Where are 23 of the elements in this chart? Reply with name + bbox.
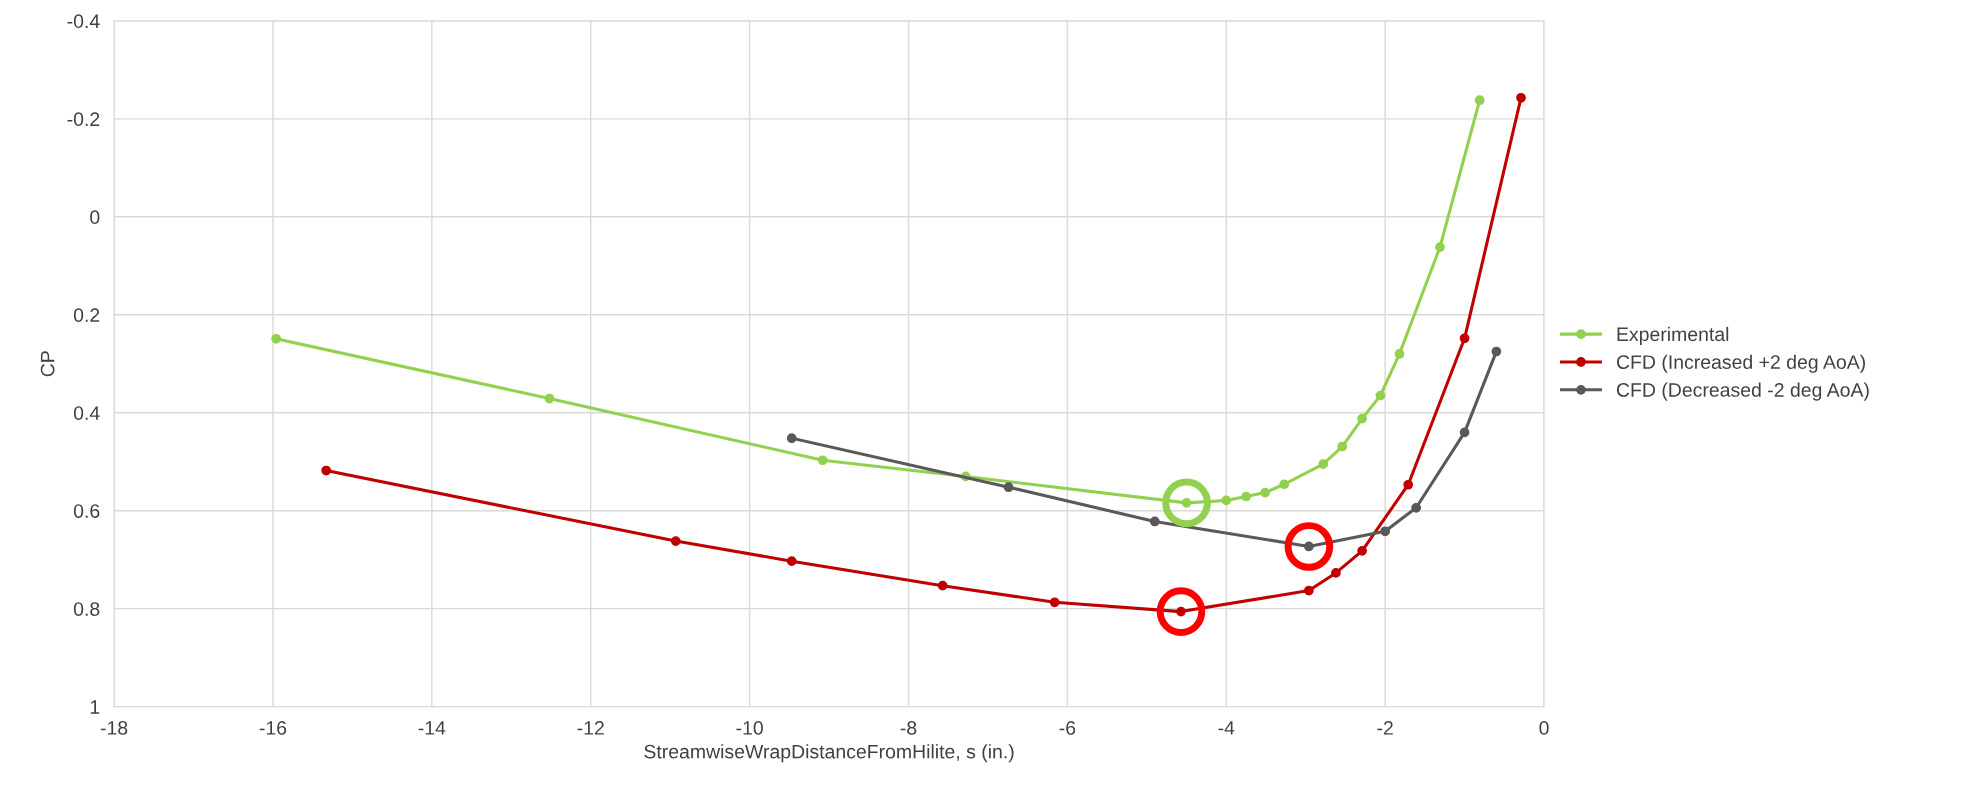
x-tick-label: -2 [1377, 721, 1393, 735]
x-tick-label: -6 [1059, 721, 1076, 735]
y-axis-title: CP [40, 351, 55, 377]
x-tick-label: 0 [1539, 721, 1549, 735]
y-tick-label: -0.4 [67, 14, 100, 29]
y-tick-label: 0 [90, 210, 100, 225]
x-tick-label: -4 [1218, 721, 1235, 735]
y-tick-label: 0.8 [73, 602, 100, 616]
x-axis-title: StreamwiseWrapDistanceFromHilite, s (in.) [644, 744, 1014, 763]
y-tick-label: 0.2 [73, 308, 100, 323]
x-tick-label: -12 [577, 721, 604, 735]
x-tick-label: -10 [736, 721, 763, 735]
legend-label: Experimental [1617, 326, 1729, 345]
y-tick-label: 1 [90, 700, 100, 714]
x-tick-label: -8 [900, 721, 917, 735]
y-tick-label: 0.6 [73, 504, 100, 518]
x-tick-label: -16 [259, 721, 287, 735]
legend-label: CFD (Decreased -2 deg AoA) [1616, 382, 1869, 401]
x-tick-label: -18 [100, 721, 128, 735]
x-tick-label: -14 [418, 721, 446, 735]
legend-label: CFD (Increased +2 deg AoA) [1616, 354, 1865, 373]
y-tick-label: 0.4 [73, 406, 100, 420]
y-tick-label: -0.2 [67, 112, 100, 127]
